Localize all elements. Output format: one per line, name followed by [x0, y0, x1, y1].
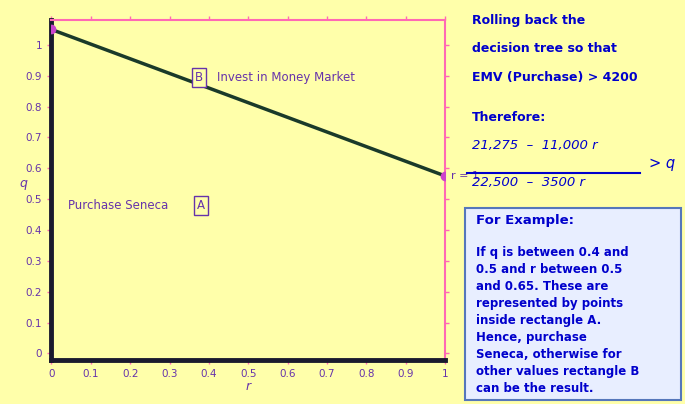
Text: Rolling back the: Rolling back the	[471, 14, 585, 27]
Text: For Example:: For Example:	[476, 214, 574, 227]
Text: EMV (Purchase) > 4200: EMV (Purchase) > 4200	[471, 71, 637, 84]
Text: Purchase Seneca: Purchase Seneca	[68, 199, 169, 212]
Text: Invest in Money Market: Invest in Money Market	[216, 71, 355, 84]
Text: 0.5 and r between 0.5: 0.5 and r between 0.5	[476, 263, 623, 276]
Text: > q: > q	[649, 156, 675, 171]
FancyBboxPatch shape	[465, 208, 680, 400]
Text: Hence, purchase: Hence, purchase	[476, 331, 587, 344]
Text: inside rectangle A.: inside rectangle A.	[476, 314, 601, 327]
Text: B: B	[195, 71, 203, 84]
Text: 22,500  –  3500 r: 22,500 – 3500 r	[471, 176, 584, 189]
Text: and 0.65. These are: and 0.65. These are	[476, 280, 608, 293]
Text: other values rectangle B: other values rectangle B	[476, 365, 639, 378]
Text: If q is between 0.4 and: If q is between 0.4 and	[476, 246, 629, 259]
Text: decision tree so that: decision tree so that	[471, 42, 616, 55]
Text: can be the result.: can be the result.	[476, 382, 593, 395]
Y-axis label: q: q	[19, 177, 27, 190]
Text: A: A	[197, 199, 205, 212]
Text: r = 1: r = 1	[451, 171, 479, 181]
Text: Therefore:: Therefore:	[471, 111, 546, 124]
X-axis label: r: r	[246, 380, 251, 393]
Text: Seneca, otherwise for: Seneca, otherwise for	[476, 348, 622, 361]
Text: represented by points: represented by points	[476, 297, 623, 310]
Text: 21,275  –  11,000 r: 21,275 – 11,000 r	[471, 139, 597, 152]
